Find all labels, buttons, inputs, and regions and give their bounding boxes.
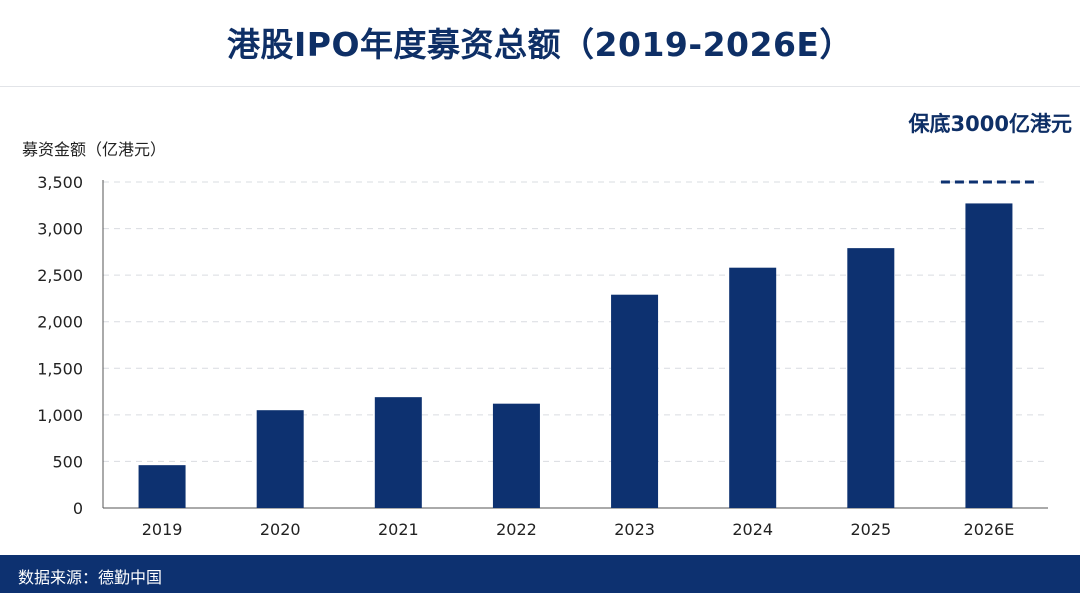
bar-2020 bbox=[256, 410, 304, 508]
bar-2019 bbox=[138, 465, 186, 508]
bar-2024 bbox=[729, 267, 777, 508]
y-tick-label: 1,500 bbox=[37, 359, 83, 378]
x-tick-label: 2021 bbox=[378, 520, 419, 539]
x-tick-label: 2024 bbox=[732, 520, 773, 539]
x-tick-label: 2022 bbox=[496, 520, 537, 539]
y-tick-label: 2,500 bbox=[37, 266, 83, 285]
y-tick-label: 3,500 bbox=[37, 173, 83, 192]
x-tick-label: 2026E bbox=[964, 520, 1015, 539]
y-tick-label: 1,000 bbox=[37, 406, 83, 425]
bar-2022 bbox=[492, 403, 540, 508]
x-tick-label: 2020 bbox=[260, 520, 301, 539]
x-tick-label: 2023 bbox=[614, 520, 655, 539]
bar-2026E bbox=[965, 203, 1013, 508]
bar-chart: 募资金额（亿港元） 0 500 1,000 1,500 2,000 2,500 3,000 3,… bbox=[22, 112, 1072, 539]
target-annotation-label: 保底3000亿港元 bbox=[908, 112, 1072, 136]
bar-2023 bbox=[611, 294, 659, 508]
y-tick-label: 2,000 bbox=[37, 313, 83, 332]
x-tick-label: 2025 bbox=[850, 520, 891, 539]
source-text: 数据来源：德勤中国 bbox=[18, 568, 163, 587]
y-tick-label: 500 bbox=[52, 452, 83, 471]
title-divider bbox=[0, 86, 1080, 87]
bar-2021 bbox=[374, 397, 422, 508]
y-axis-label: 募资金额（亿港元） bbox=[22, 140, 166, 159]
y-tick-label: 0 bbox=[73, 499, 83, 518]
bar-2025 bbox=[847, 248, 895, 509]
chart-title: 港股IPO年度募资总额（2019-2026E） bbox=[227, 25, 853, 64]
x-tick-label: 2019 bbox=[142, 520, 183, 539]
y-tick-label: 3,000 bbox=[37, 220, 83, 239]
source-footer: 数据来源：德勤中国 bbox=[0, 555, 1080, 593]
